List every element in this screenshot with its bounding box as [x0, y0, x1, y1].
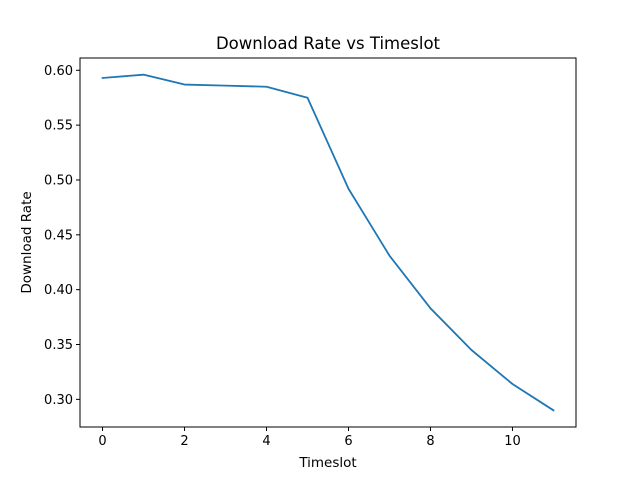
series-line: [101, 73, 555, 412]
y-tick-label: 0.50: [44, 173, 73, 188]
series-layer: [101, 73, 555, 412]
y-axis-ticks: 0.30 0.35 0.40 0.45 0.50 0.55 0.60: [44, 64, 80, 408]
chart-title: Download Rate vs Timeslot: [216, 34, 441, 53]
x-tick-label: 0: [98, 434, 106, 449]
x-tick-label: 2: [180, 434, 188, 449]
x-tick-label: 8: [426, 434, 434, 449]
plot-frame: [79, 57, 577, 428]
x-axis-ticks: 0 2 4 6 8 10: [98, 427, 521, 449]
y-tick-label: 0.35: [44, 338, 73, 353]
y-tick-label: 0.60: [44, 64, 73, 79]
x-tick-label: 4: [262, 434, 270, 449]
y-axis-title: Download Rate: [19, 191, 35, 293]
x-tick-label: 10: [504, 434, 521, 449]
x-axis-title: Timeslot: [298, 455, 356, 471]
y-tick-label: 0.40: [44, 283, 73, 298]
y-tick-label: 0.55: [44, 119, 73, 134]
plot-area: [80, 58, 576, 427]
x-tick-label: 6: [344, 434, 352, 449]
y-tick-label: 0.45: [44, 228, 73, 243]
y-tick-label: 0.30: [44, 393, 73, 408]
